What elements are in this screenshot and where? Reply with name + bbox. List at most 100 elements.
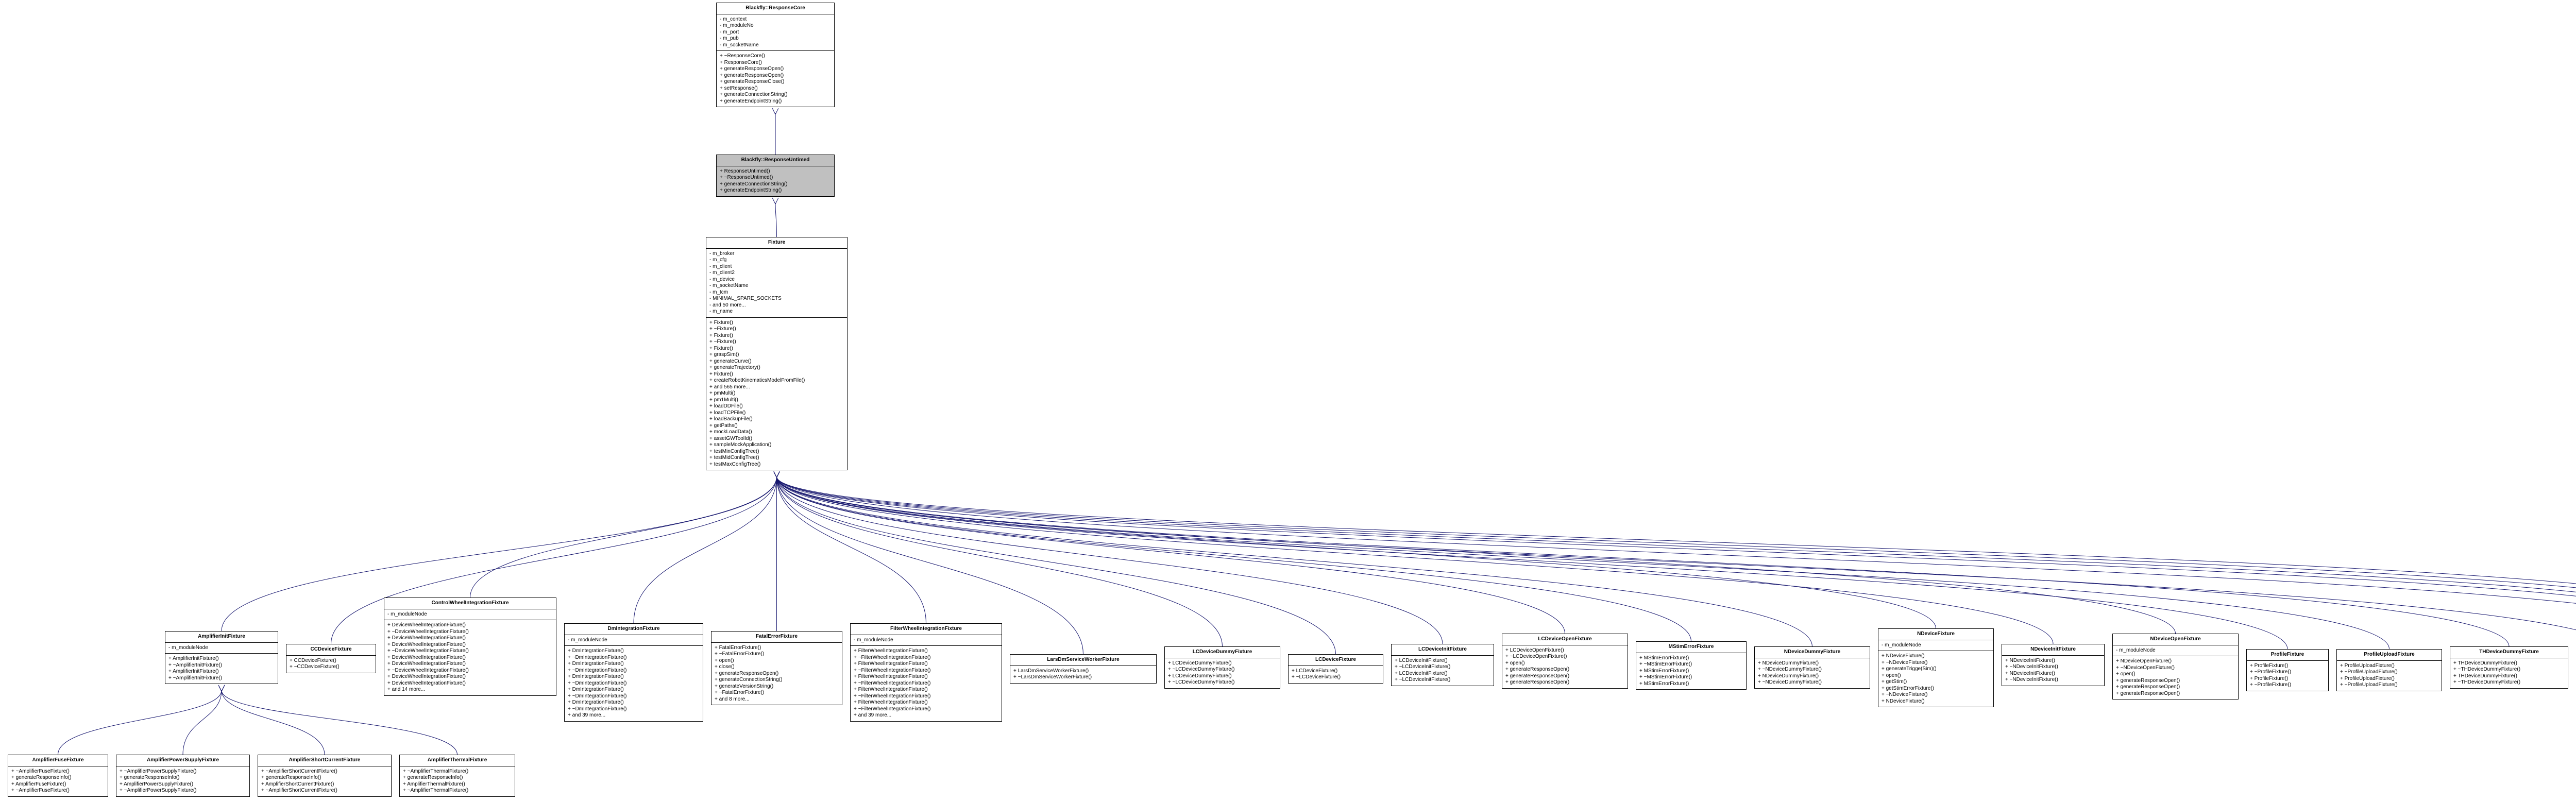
class-node-mStimError[interactable]: MStimErrorFixture+ MStimErrorFixture()+ … bbox=[1636, 641, 1747, 690]
class-title[interactable]: AmplifierShortCurrentFixture bbox=[258, 755, 391, 766]
class-title[interactable]: ControlWheelIntegrationFixture bbox=[384, 598, 556, 609]
class-node-nDeviceOpen[interactable]: NDeviceOpenFixture- m_moduleNode+ NDevic… bbox=[2112, 634, 2239, 699]
class-title[interactable]: NDeviceOpenFixture bbox=[2113, 634, 2238, 645]
class-operations: + ResponseUntimed()+ ~ResponseUntimed()+… bbox=[717, 166, 834, 196]
class-operation: + and 8 more... bbox=[715, 696, 839, 703]
class-node-profileUpload[interactable]: ProfileUploadFixture+ ProfileUploadFixtu… bbox=[2336, 649, 2442, 691]
class-node-amplifierInit[interactable]: AmplifierInitFixture- m_moduleNode+ Ampl… bbox=[165, 631, 278, 684]
class-node-fixture[interactable]: Fixture- m_broker- m_cfg- m_client- m_cl… bbox=[706, 237, 848, 470]
class-operation: + ~FilterWheelIntegrationFixture() bbox=[854, 693, 998, 700]
class-title[interactable]: LarsDmServiceWorkerFixture bbox=[1010, 655, 1156, 666]
class-node-filterWheelIntegration[interactable]: FilterWheelIntegrationFixture - m_moduleN… bbox=[850, 623, 1002, 722]
class-operation: + ~DmIntegrationFixture() bbox=[568, 668, 700, 674]
class-operation: + ~AmplifierShortCurrentFixture() bbox=[261, 769, 388, 775]
class-attribute: - m_port bbox=[720, 29, 831, 36]
class-title[interactable]: LCDeviceOpenFixture bbox=[1502, 634, 1628, 645]
class-title[interactable]: CCDeviceFixture bbox=[286, 644, 376, 656]
class-node-lcDevice[interactable]: LCDeviceFixture+ LCDeviceFixture()+ ~LCD… bbox=[1288, 654, 1383, 684]
class-operation: + ~NDeviceInitFixture() bbox=[2005, 677, 2101, 684]
class-title[interactable]: DmIntegrationFixture bbox=[565, 624, 703, 635]
class-operation: + and 14 more... bbox=[387, 687, 553, 693]
inheritance-edge bbox=[777, 476, 926, 623]
class-node-responseCore[interactable]: Blackfly::ResponseCore- m_context- m_mod… bbox=[716, 3, 835, 107]
class-operation: + ProfileFixture() bbox=[2250, 663, 2325, 670]
class-operation: + graspSim() bbox=[709, 352, 844, 359]
class-operation: + AmplifierFuseFixture() bbox=[11, 781, 105, 788]
class-operation: + ~AmplifierPowerSupplyFixture() bbox=[120, 788, 246, 794]
class-operation: + ~LCDeviceInitFixture() bbox=[1395, 677, 1490, 684]
inheritance-edge bbox=[777, 476, 2576, 626]
class-operations: + ProfileUploadFixture() + ~ProfileUpload… bbox=[2337, 661, 2442, 691]
class-title[interactable]: NDeviceInitFixture bbox=[2002, 644, 2104, 656]
class-operation: + ~DmIntegrationFixture() bbox=[568, 693, 700, 700]
class-title[interactable]: Blackfly::ResponseCore bbox=[717, 3, 834, 14]
class-node-nDeviceFixture[interactable]: NDeviceFixture- m_moduleNode+ NDeviceFix… bbox=[1878, 628, 1994, 707]
class-title[interactable]: AmplifierPowerSupplyFixture bbox=[116, 755, 249, 766]
class-node-amplifierPowerSupply[interactable]: AmplifierPowerSupplyFixture + ~AmplifierP… bbox=[116, 755, 250, 797]
class-operation: + testMidConfigTree() bbox=[709, 455, 844, 462]
class-operation: + LCDeviceOpenFixture() bbox=[1505, 647, 1624, 654]
class-node-lcDeviceDummy[interactable]: LCDeviceDummyFixture+ LCDeviceDummyFixtu… bbox=[1164, 646, 1280, 689]
class-operations: + NDeviceDummyFixture()+ ~NDeviceDummyFi… bbox=[1755, 658, 1870, 688]
class-title[interactable]: THDeviceDummyFixture bbox=[2450, 647, 2568, 658]
class-operation: + generateResponseOpen() bbox=[715, 671, 839, 677]
class-title[interactable]: FatalErrorFixture bbox=[711, 632, 842, 643]
class-node-responseUntimed[interactable]: Blackfly::ResponseUntimed+ ResponseUntim… bbox=[716, 155, 835, 197]
class-operation: + generateResponseOpen() bbox=[2116, 678, 2235, 685]
class-title[interactable]: NDeviceFixture bbox=[1878, 629, 1993, 640]
class-node-lcDeviceOpen[interactable]: LCDeviceOpenFixture + LCDeviceOpenFixture… bbox=[1502, 634, 1628, 689]
class-node-amplifierFuse[interactable]: AmplifierFuseFixture+ ~AmplifierFuseFixt… bbox=[8, 755, 108, 797]
class-node-lcDeviceInit[interactable]: LCDeviceInitFixture+ LCDeviceInitFixture… bbox=[1391, 644, 1494, 686]
class-operation: + generateResponseOpen() bbox=[720, 66, 831, 73]
class-operation: + FilterWheelIntegrationFixture() bbox=[854, 661, 998, 668]
class-title[interactable]: Blackfly::ResponseUntimed bbox=[717, 155, 834, 166]
class-title[interactable]: ProfileFixture bbox=[2247, 650, 2328, 661]
class-title[interactable]: AmplifierThermalFixture bbox=[400, 755, 515, 766]
class-operation: + AmplifierInitFixture() bbox=[168, 669, 275, 675]
class-title[interactable]: AmplifierInitFixture bbox=[165, 632, 278, 643]
class-operation: + ~ProfileUploadFixture() bbox=[2340, 682, 2438, 689]
class-title[interactable]: MStimErrorFixture bbox=[1636, 642, 1746, 653]
class-title[interactable]: NDeviceDummyFixture bbox=[1755, 647, 1870, 658]
class-operation: + ~AmplifierThermalFixture() bbox=[403, 769, 512, 775]
class-operation: + generateResponseInfo() bbox=[403, 775, 512, 781]
class-operation: + generateTrigge(Sim)() bbox=[1882, 666, 1990, 673]
class-operation: + DmIntegrationFixture() bbox=[568, 648, 700, 655]
class-node-dmIntegration[interactable]: DmIntegrationFixture - m_moduleNode + DmIn… bbox=[564, 623, 703, 722]
class-attributes: - m_moduleNode bbox=[384, 609, 556, 621]
class-attribute: - m_moduleNode bbox=[568, 637, 700, 644]
class-operation: + FatalErrorFixture() bbox=[715, 645, 839, 652]
class-title[interactable]: LCDeviceInitFixture bbox=[1392, 644, 1494, 656]
class-operations: + THDeviceDummyFixture()+ ~THDeviceDummy… bbox=[2450, 658, 2568, 688]
class-node-controlWheelIntegration[interactable]: ControlWheelIntegrationFixture- m_module… bbox=[384, 598, 556, 696]
class-operation: + loadTCPFile() bbox=[709, 410, 844, 417]
class-node-amplifierShortCurrent[interactable]: AmplifierShortCurrentFixture + ~Amplifier… bbox=[258, 755, 392, 797]
class-node-larsDmServiceWorker[interactable]: LarsDmServiceWorkerFixture+ LarsDmServic… bbox=[1010, 654, 1157, 684]
class-operation: + DeviceWheelIntegrationFixture() bbox=[387, 680, 553, 687]
class-title[interactable]: LCDeviceDummyFixture bbox=[1165, 647, 1280, 658]
class-operation: + AmplifierThermalFixture() bbox=[403, 781, 512, 788]
class-attribute: - m_moduleNode bbox=[854, 637, 998, 644]
class-node-nDeviceInit[interactable]: NDeviceInitFixture+ NDeviceInitFixture()… bbox=[2002, 644, 2105, 686]
class-operation: + AmplifierInitFixture() bbox=[168, 656, 275, 662]
class-attributes: - m_broker- m_cfg- m_client- m_client2- … bbox=[706, 249, 847, 318]
class-operation: + ~ProfileFixture() bbox=[2250, 682, 2325, 689]
inheritance-edge bbox=[777, 476, 2054, 644]
class-title[interactable]: Fixture bbox=[706, 237, 847, 249]
class-node-ccDevice[interactable]: CCDeviceFixture+ CCDeviceFixture()+ ~CCD… bbox=[286, 644, 376, 673]
class-operation: + NDeviceDummyFixture() bbox=[1758, 660, 1867, 667]
class-node-fatalError[interactable]: FatalErrorFixture + FatalErrorFixture() + … bbox=[711, 631, 842, 705]
class-operation: + ProfileUploadFixture() bbox=[2340, 663, 2438, 670]
class-title[interactable]: AmplifierFuseFixture bbox=[8, 755, 108, 766]
class-title[interactable]: FilterWheelIntegrationFixture bbox=[851, 624, 1002, 635]
class-node-profile[interactable]: ProfileFixture + ProfileFixture() + ~Profi… bbox=[2246, 649, 2329, 691]
class-operation: + DeviceWheelIntegrationFixture() bbox=[387, 674, 553, 680]
class-node-nDeviceDummy[interactable]: NDeviceDummyFixture+ NDeviceDummyFixture… bbox=[1754, 646, 1870, 689]
inheritance-edge bbox=[777, 476, 1565, 634]
class-operation: + ~DmIntegrationFixture() bbox=[568, 655, 700, 661]
class-title[interactable]: ProfileUploadFixture bbox=[2337, 650, 2442, 661]
class-operation: + generateEndpointString() bbox=[720, 98, 831, 105]
class-node-thDeviceDummy[interactable]: THDeviceDummyFixture+ THDeviceDummyFixtu… bbox=[2450, 646, 2568, 689]
class-title[interactable]: LCDeviceFixture bbox=[1289, 655, 1383, 666]
class-node-amplifierThermal[interactable]: AmplifierThermalFixture + ~AmplifierTherm… bbox=[399, 755, 515, 797]
